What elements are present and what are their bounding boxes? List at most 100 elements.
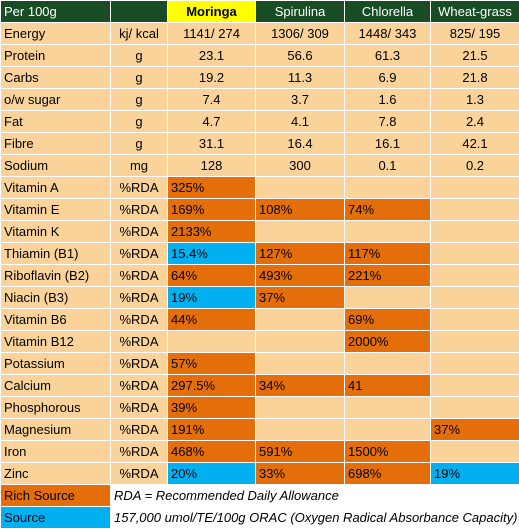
nutrient-name: Energy [1, 23, 111, 45]
nutrient-unit: %RDA [111, 375, 168, 397]
value-wheat-grass [431, 397, 519, 419]
nutrient-name: Vitamin E [1, 199, 111, 221]
value-moringa: 19% [168, 287, 256, 309]
nutrient-unit: %RDA [111, 419, 168, 441]
nutrient-unit: g [111, 67, 168, 89]
nutrient-unit: g [111, 45, 168, 67]
value-spirulina: 493% [256, 265, 345, 287]
nutrient-name: Calcium [1, 375, 111, 397]
nutrient-name: Carbs [1, 67, 111, 89]
nutrient-name: Fat [1, 111, 111, 133]
value-spirulina: 591% [256, 441, 345, 463]
value-moringa: 39% [168, 397, 256, 419]
legend-row-rich-source: Rich Source RDA = Recommended Daily Allo… [1, 485, 519, 507]
table-row: Vitamin B12%RDA 2000% [1, 331, 519, 353]
value-wheat-grass [431, 353, 519, 375]
value-spirulina [256, 331, 345, 353]
value-spirulina [256, 397, 345, 419]
value-wheat-grass [431, 441, 519, 463]
header-moringa: Moringa [168, 1, 256, 23]
value-chlorella [345, 287, 431, 309]
value-wheat-grass [431, 199, 519, 221]
value-chlorella: 221% [345, 265, 431, 287]
nutrient-unit: kj/ kcal [111, 23, 168, 45]
value-spirulina: 4.1 [256, 111, 345, 133]
legend-rda-note: RDA = Recommended Daily Allowance [111, 485, 519, 507]
value-chlorella: 2000% [345, 331, 431, 353]
value-moringa: 1141/ 274 [168, 23, 256, 45]
value-spirulina: 33% [256, 463, 345, 485]
value-spirulina [256, 177, 345, 199]
nutrient-unit: %RDA [111, 243, 168, 265]
value-spirulina [256, 353, 345, 375]
nutrient-unit: %RDA [111, 199, 168, 221]
value-spirulina [256, 309, 345, 331]
value-spirulina [256, 221, 345, 243]
value-wheat-grass: 42.1 [431, 133, 519, 155]
nutrient-unit: %RDA [111, 463, 168, 485]
legend-orac-note: 157,000 umol/TE/100g ORAC (Oxygen Radica… [111, 507, 519, 529]
header-unit [111, 1, 168, 23]
value-moringa: 4.7 [168, 111, 256, 133]
value-wheat-grass: 2.4 [431, 111, 519, 133]
value-moringa: 7.4 [168, 89, 256, 111]
value-spirulina: 16.4 [256, 133, 345, 155]
value-spirulina: 56.6 [256, 45, 345, 67]
value-moringa: 191% [168, 419, 256, 441]
value-moringa: 128 [168, 155, 256, 177]
value-chlorella: 41 [345, 375, 431, 397]
value-spirulina: 1306/ 309 [256, 23, 345, 45]
nutrient-name: Iron [1, 441, 111, 463]
header-row: Per 100g Moringa Spirulina Chlorella Whe… [1, 1, 519, 23]
nutrient-name: Vitamin B6 [1, 309, 111, 331]
value-wheat-grass [431, 221, 519, 243]
value-spirulina: 37% [256, 287, 345, 309]
nutrient-unit: %RDA [111, 397, 168, 419]
nutrient-name: Vitamin A [1, 177, 111, 199]
value-moringa: 15.4% [168, 243, 256, 265]
value-chlorella: 117% [345, 243, 431, 265]
value-wheat-grass: 0.2 [431, 155, 519, 177]
nutrient-unit: %RDA [111, 441, 168, 463]
value-moringa: 169% [168, 199, 256, 221]
nutrient-name: Potassium [1, 353, 111, 375]
legend-source-label: Source [1, 507, 111, 529]
nutrient-name: Thiamin (B1) [1, 243, 111, 265]
value-chlorella: 6.9 [345, 67, 431, 89]
nutrient-name: Vitamin B12 [1, 331, 111, 353]
value-chlorella [345, 419, 431, 441]
nutrient-unit: %RDA [111, 331, 168, 353]
header-wheat-grass: Wheat-grass [431, 1, 519, 23]
nutrient-unit: %RDA [111, 309, 168, 331]
nutrient-name: Zinc [1, 463, 111, 485]
value-moringa: 31.1 [168, 133, 256, 155]
value-spirulina: 300 [256, 155, 345, 177]
value-moringa: 325% [168, 177, 256, 199]
value-chlorella [345, 221, 431, 243]
value-moringa: 2133% [168, 221, 256, 243]
value-wheat-grass: 21.8 [431, 67, 519, 89]
value-wheat-grass [431, 177, 519, 199]
nutrient-name: Magnesium [1, 419, 111, 441]
nutrient-unit: %RDA [111, 265, 168, 287]
value-moringa: 57% [168, 353, 256, 375]
value-chlorella: 16.1 [345, 133, 431, 155]
value-spirulina [256, 419, 345, 441]
value-wheat-grass [431, 243, 519, 265]
value-moringa: 297.5% [168, 375, 256, 397]
header-label: Per 100g [1, 1, 111, 23]
value-chlorella [345, 397, 431, 419]
value-wheat-grass [431, 287, 519, 309]
